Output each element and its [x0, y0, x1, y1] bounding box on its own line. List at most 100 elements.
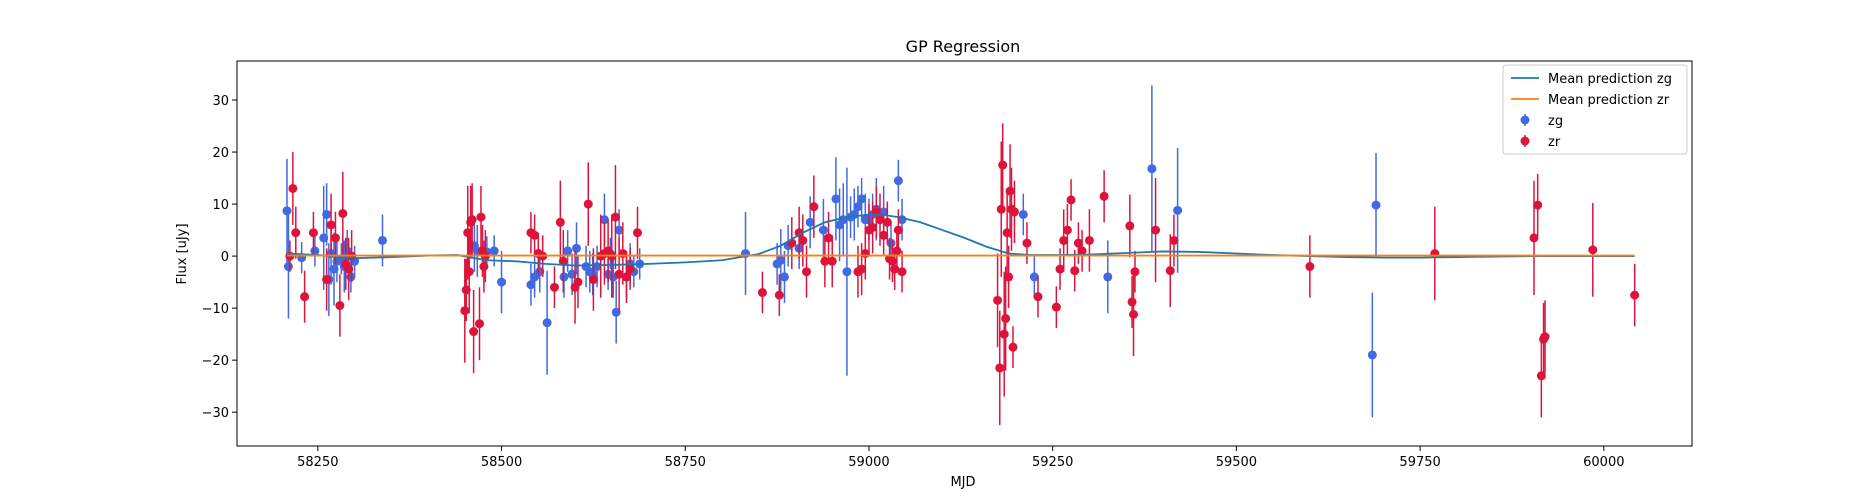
data-point-zr [632, 228, 642, 238]
data-point-zr [1536, 371, 1546, 381]
data-point-zr [879, 230, 889, 240]
data-point-zr [1073, 238, 1083, 248]
data-point-zr [1051, 302, 1061, 312]
y-tick-label: 20 [212, 146, 229, 161]
data-point-zr [322, 275, 332, 285]
data-point-zr [549, 282, 559, 292]
legend-label: Mean prediction zg [1548, 72, 1672, 87]
data-point-zg [1029, 272, 1039, 282]
data-point-zg [1103, 272, 1113, 282]
data-point-zr [890, 264, 900, 274]
data-point-zr [467, 215, 477, 225]
legend-label: zg [1548, 114, 1563, 129]
data-point-zr [573, 277, 583, 287]
x-tick-label: 60000 [1583, 455, 1624, 470]
data-point-zr [892, 246, 902, 256]
data-point-zr [998, 160, 1008, 170]
data-point-zr [1055, 264, 1065, 274]
data-point-zr [460, 306, 470, 316]
data-point-zr [824, 233, 834, 243]
data-point-zg [322, 209, 332, 219]
data-point-zg [282, 206, 292, 216]
data-point-zr [1070, 266, 1080, 276]
legend: Mean prediction zg Mean prediction zr zg zr [1502, 64, 1688, 155]
data-point-zg [563, 246, 573, 256]
data-point-zr [1008, 342, 1018, 352]
legend-entry-mean-zr: Mean prediction zr [1511, 93, 1670, 108]
data-point-zr [330, 233, 340, 243]
axes-frame [236, 60, 1693, 447]
data-point-zg [1371, 200, 1381, 210]
data-point-zr [558, 256, 568, 266]
data-point-zr [1127, 297, 1137, 307]
data-point-zr [583, 199, 593, 209]
data-point-zg [853, 202, 863, 212]
data-point-zr [1062, 225, 1072, 235]
legend-marker-swatch [1520, 115, 1530, 125]
data-point-zr [995, 363, 1005, 373]
legend-label: Mean prediction zr [1548, 93, 1670, 108]
y-axis-label: Flux [uJy] [175, 223, 190, 284]
data-point-zr [308, 228, 318, 238]
y-tick-label: 10 [212, 198, 229, 213]
legend-label: zr [1548, 135, 1561, 150]
data-point-zr [469, 327, 479, 337]
data-point-zr [882, 217, 892, 227]
x-tick-label: 59000 [848, 455, 889, 470]
data-point-zg [857, 194, 867, 204]
data-point-zr [621, 272, 631, 282]
data-point-zr [875, 215, 885, 225]
data-point-zr [757, 288, 767, 298]
data-point-zr [464, 267, 474, 277]
data-point-zr [1084, 235, 1094, 245]
data-point-zr [1169, 235, 1179, 245]
data-point-zg [489, 246, 499, 256]
data-point-zr [1588, 245, 1598, 255]
data-point-zr [993, 295, 1003, 305]
data-point-zg [805, 217, 815, 227]
data-point-zr [857, 264, 867, 274]
axes: 58250 58500 58750 59000 59250 59500 59750 60000… [202, 60, 1693, 470]
data-point-zr [1165, 266, 1175, 276]
legend-entry-zg: zg [1520, 114, 1563, 129]
data-point-zr [996, 204, 1006, 214]
data-point-zr [463, 228, 473, 238]
data-point-zr [1533, 200, 1543, 210]
data-point-zr [618, 249, 628, 258]
data-point-zg [497, 277, 507, 287]
data-point-zg [310, 246, 320, 256]
data-point-zr [897, 267, 907, 277]
x-tick-label: 58750 [665, 455, 706, 470]
data-point-zr [893, 225, 903, 235]
data-point-zr [794, 228, 804, 238]
data-point-zg [1147, 164, 1157, 174]
data-point-zr [1059, 235, 1069, 245]
mean-line-zg [286, 213, 1635, 267]
data-point-zr [326, 220, 336, 230]
data-point-zg [572, 243, 581, 253]
data-point-zr [1099, 191, 1109, 201]
x-tick-label: 58500 [481, 455, 522, 470]
data-point-zg [614, 225, 624, 235]
data-point-zg [776, 255, 786, 265]
x-tick-label: 59750 [1399, 455, 1440, 470]
y-tick-label: −10 [202, 302, 229, 317]
legend-entry-zr: zr [1520, 135, 1561, 150]
data-point-zr [288, 183, 298, 193]
y-tick-label: −30 [202, 406, 229, 421]
data-point-zr [1001, 314, 1011, 324]
y-tick-label: 30 [212, 94, 229, 109]
data-point-zr [1305, 262, 1315, 272]
data-point-zr [1630, 290, 1640, 300]
data-point-zg [886, 238, 896, 248]
data-point-zg [283, 262, 293, 272]
data-point-zg [319, 233, 329, 243]
x-tick-label: 58250 [297, 455, 338, 470]
x-tick-label: 59500 [1216, 455, 1257, 470]
data-point-zg [893, 176, 903, 186]
data-point-zr [588, 275, 598, 285]
data-point-zr [614, 269, 624, 279]
data-point-zr [1066, 195, 1076, 205]
data-point-zr [300, 292, 310, 302]
data-point-zr [802, 267, 812, 277]
